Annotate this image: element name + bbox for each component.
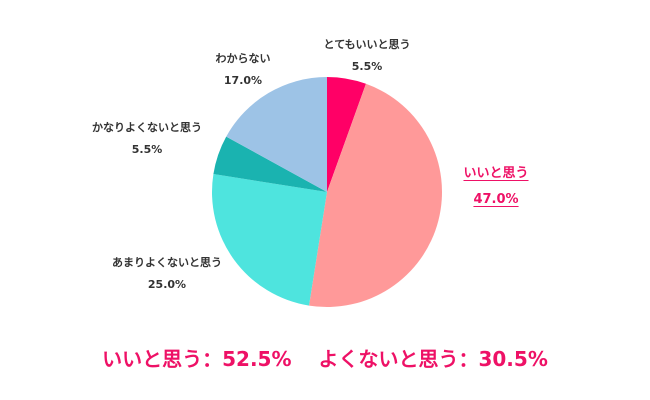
label-good: いいと思う 47.0% — [463, 161, 528, 213]
label-quite-bad-pct: 5.5% — [131, 143, 163, 156]
label-dont-know-name: わからない — [215, 52, 271, 65]
label-very-good-pct: 5.5% — [351, 60, 383, 73]
slice-quite-bad — [213, 136, 327, 192]
label-good-pct: 47.0% — [473, 192, 519, 207]
label-not-so-good-name: あまりよくないと思う — [112, 256, 222, 269]
label-dont-know-pct: 17.0% — [223, 74, 263, 87]
label-very-good-name: とてもいいと思う — [323, 38, 411, 51]
summary-text: いいと思う：52.5% よくないと思う：30.5% — [102, 347, 548, 371]
label-not-so-good-pct: 25.0% — [147, 278, 187, 291]
slice-very-good — [327, 77, 366, 192]
slice-not-so-good — [212, 174, 327, 306]
label-not-so-good: あまりよくないと思う 25.0% — [112, 252, 222, 296]
label-very-good: とてもいいと思う 5.5% — [324, 34, 411, 78]
label-dont-know: わからない 17.0% — [216, 48, 271, 92]
label-good-name: いいと思う — [463, 166, 529, 181]
slice-dont-know — [226, 77, 327, 192]
label-quite-bad-name: かなりよくないと思う — [92, 121, 202, 134]
slice-good — [309, 83, 443, 308]
label-quite-bad: かなりよくないと思う 5.5% — [92, 117, 202, 161]
